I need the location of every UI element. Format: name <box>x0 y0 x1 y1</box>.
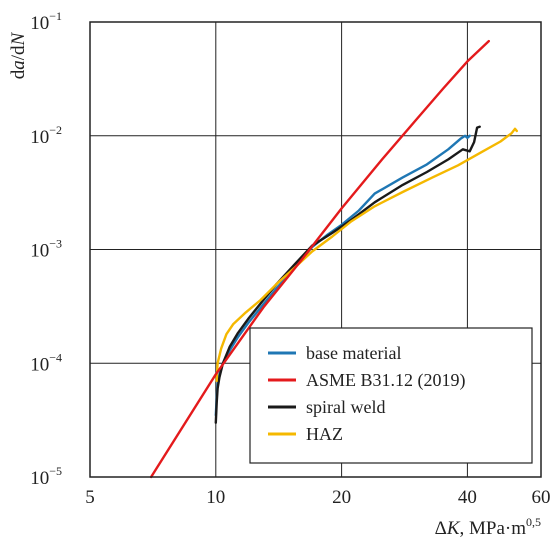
series-line-asme-b31-12-2019 <box>149 39 490 479</box>
y-tick-label: 10−5 <box>30 464 62 489</box>
x-tick-label: 60 <box>532 487 551 508</box>
legend-label: ASME B31.12 (2019) <box>306 370 466 391</box>
x-tick-label: 20 <box>332 487 351 508</box>
legend-label: base material <box>306 343 401 363</box>
series-line-haz <box>215 127 518 383</box>
legend-box <box>249 327 533 464</box>
plot-frame <box>89 21 542 478</box>
y-tick-label: 10−2 <box>30 123 62 148</box>
legend: base material ASME B31.12 (2019) spiral we… <box>249 327 533 464</box>
y-tick-label: 10−1 <box>30 9 62 34</box>
y-tick-label: 10−3 <box>30 237 62 262</box>
legend-label: spiral weld <box>306 397 385 417</box>
y-tick-labels: 10−5 10−4 10−3 10−2 10−1 <box>30 9 62 489</box>
series-layer <box>149 39 518 479</box>
y-tick-label: 10−4 <box>30 350 62 375</box>
legend-label: HAZ <box>306 424 343 444</box>
x-axis-label: ΔK, MPa·m0,5 <box>435 515 541 539</box>
x-tick-label: 10 <box>206 487 225 508</box>
x-tick-labels: 5 10 20 40 60 <box>85 487 550 508</box>
x-tick-label: 5 <box>85 487 95 508</box>
x-tick-label: 40 <box>458 487 477 508</box>
y-axis-label: da/dN <box>8 31 29 79</box>
